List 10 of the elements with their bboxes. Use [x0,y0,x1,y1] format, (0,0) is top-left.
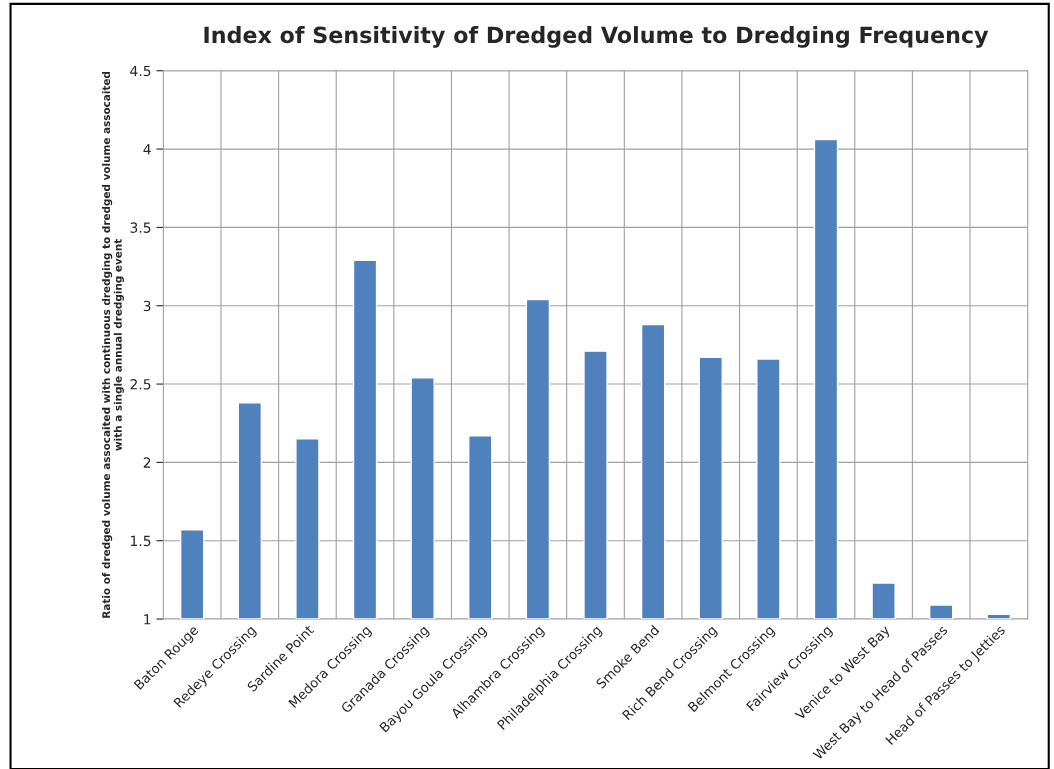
y-tick-label: 3.5 [130,222,151,233]
y-tick-label: 2 [143,457,151,468]
y-tick-label: 2.5 [130,379,151,390]
y-tick-label: 4 [143,144,151,155]
y-tick-label: 1.5 [131,535,151,547]
y-tick-label: 3 [143,300,151,312]
chart-title: Index of Sensitivity of Dredged Volume to Dredging Frequency [204,26,989,48]
y-tick-label: 1 [144,614,151,625]
y-tick-label: 4.5 [130,65,151,77]
y-axis-title: Ratio of dredged volume assocaited with continuous dredging to dredged volume assocaited with a single annual dredging event [102,71,124,618]
